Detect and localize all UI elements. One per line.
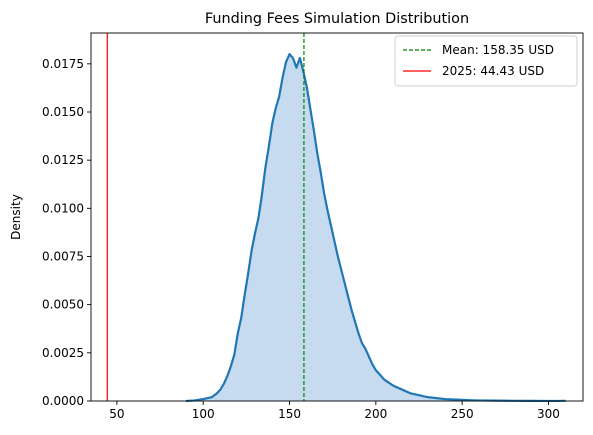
y-tick-label: 0.0025 [42, 346, 84, 360]
x-tick-label: 200 [364, 407, 387, 421]
density-area-fill [185, 54, 566, 401]
x-tick-label: 250 [451, 407, 474, 421]
y-tick-label: 0.0075 [42, 249, 84, 263]
y-tick-label: 0.0050 [42, 298, 84, 312]
y-tick-label: 0.0100 [42, 201, 84, 215]
legend-2025-label: 2025: 44.43 USD [442, 64, 544, 78]
y-tick-label: 0.0000 [42, 394, 84, 408]
x-tick-label: 100 [192, 407, 215, 421]
legend-box [394, 35, 578, 87]
plot-area [90, 32, 584, 403]
y-tick-label: 0.0175 [42, 57, 84, 71]
x-tick-label: 150 [278, 407, 301, 421]
x-axis-ticks: 50 100 150 200 250 300 [109, 401, 560, 421]
axes-frame [90, 32, 584, 402]
x-tick-label: 50 [109, 407, 124, 421]
y-tick-label: 0.0125 [42, 153, 84, 167]
density-line [185, 53, 566, 403]
legend: Mean: 158.35 USD 2025: 44.43 USD [394, 35, 578, 87]
y-axis-label: Density [9, 194, 23, 240]
y-tick-label: 0.0150 [42, 105, 84, 119]
legend-mean-label: Mean: 158.35 USD [442, 43, 554, 57]
chart-title: Funding Fees Simulation Distribution [205, 11, 469, 27]
x-tick-label: 300 [537, 407, 560, 421]
y-axis-ticks: 0.0000 0.0025 0.0050 0.0075 0.0100 0.0125 0.01… [42, 57, 91, 408]
